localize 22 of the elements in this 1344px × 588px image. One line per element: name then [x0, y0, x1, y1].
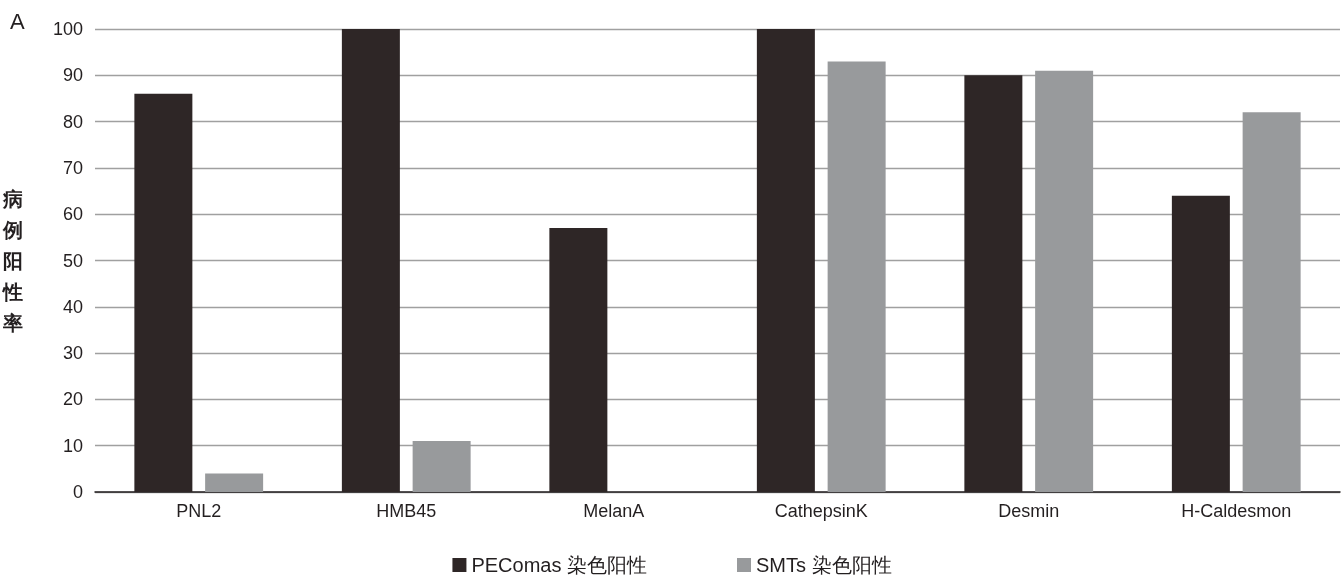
legend-label: PEComas 染色阳性 [471, 554, 648, 576]
y-tick-label: 50 [62, 250, 83, 271]
x-tick-label: Desmin [998, 501, 1060, 521]
y-tick-label: 10 [62, 435, 83, 456]
x-tick-label: CathepsinK [774, 501, 868, 521]
y-tick-label: 60 [62, 204, 83, 225]
x-tick-label: MelanA [583, 501, 645, 521]
y-tick-label: 20 [62, 389, 83, 410]
bar [205, 473, 264, 492]
legend-label: SMTs 染色阳性 [756, 554, 892, 576]
y-tick-label: 100 [52, 19, 83, 39]
y-tick-label: 0 [72, 482, 83, 502]
y-tick-label: 90 [62, 65, 83, 86]
x-tick-label: PNL2 [176, 501, 222, 521]
y-tick-label: 30 [62, 343, 83, 364]
y-tick-label: 80 [62, 111, 83, 132]
x-tick-label: HMB45 [376, 501, 437, 521]
text: A [10, 8, 25, 34]
x-tick-label: H-Caldesmon [1181, 501, 1292, 521]
y-tick-label: 70 [62, 157, 83, 178]
y-axis-title: 病例阳性率 [1, 187, 23, 334]
y-tick-label: 40 [62, 296, 83, 317]
